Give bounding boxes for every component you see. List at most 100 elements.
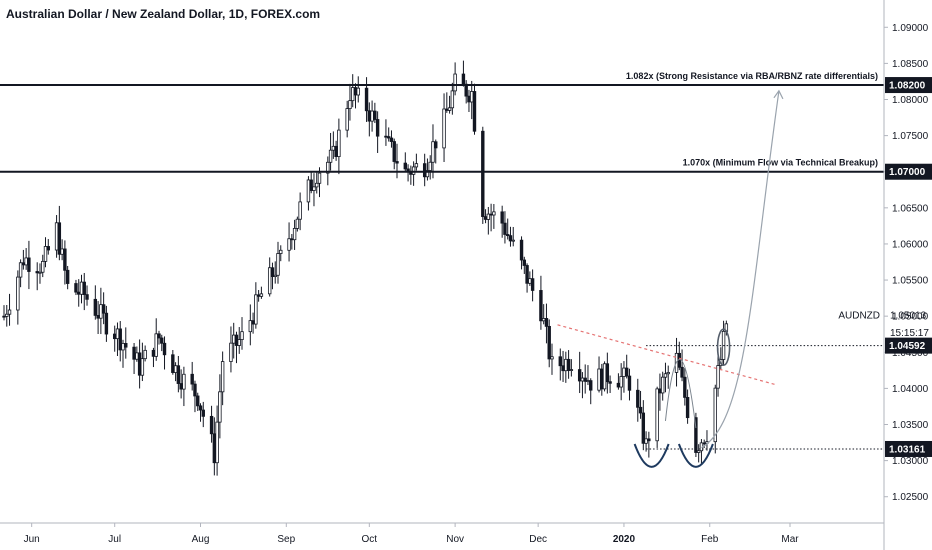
candle-body <box>597 368 601 391</box>
resistance-label: 1.070x (Minimum Flow via Technical Break… <box>683 158 878 168</box>
price-tick-label: 1.05500 <box>892 276 929 287</box>
candle-body <box>713 387 717 443</box>
candle-body <box>171 354 175 373</box>
candle-body <box>229 342 233 362</box>
time-tick-label: Jul <box>108 534 121 545</box>
candle-body <box>561 365 565 372</box>
level-price-tag: 1.03161 <box>889 444 926 455</box>
resistance-price-tag-bg <box>885 163 932 180</box>
candle-body <box>16 276 20 311</box>
candle-body <box>79 281 84 295</box>
time-tick-label: Jun <box>24 534 40 545</box>
time-tick-label: Dec <box>529 534 547 545</box>
candle-body <box>270 267 275 277</box>
candle-body <box>82 281 86 296</box>
candle-body <box>63 248 67 271</box>
candle-body <box>472 91 477 132</box>
candle-body <box>309 179 313 191</box>
candle-body <box>525 265 529 284</box>
time-axis[interactable]: Jun Jul Aug Sep Oct Nov Dec 2020 Feb Mar <box>0 522 884 545</box>
time-tick-label: Sep <box>277 534 295 545</box>
candle-body <box>663 373 668 378</box>
candle-body <box>143 349 147 360</box>
candle-body <box>118 328 122 351</box>
candle-body <box>716 365 720 389</box>
candle-body <box>251 320 255 325</box>
candle-body <box>403 162 408 170</box>
candle-body <box>198 405 203 411</box>
price-tick-label: 1.07500 <box>892 131 929 142</box>
candle-body <box>483 216 488 220</box>
candle-body <box>21 262 26 266</box>
candle-body <box>331 145 336 151</box>
candle-body <box>85 294 89 300</box>
candle-body <box>481 130 485 217</box>
candle-body <box>375 119 380 137</box>
projection-arrow-head <box>773 89 784 100</box>
candle-body <box>279 249 283 254</box>
candle-body <box>422 163 427 178</box>
candle-body <box>18 262 23 278</box>
price-axis[interactable]: 1.09000 1.08500 1.08000 1.07500 1.07000 1.065… <box>838 0 932 550</box>
candle-body <box>5 313 9 317</box>
candle-body <box>212 433 217 464</box>
candle-body <box>577 369 582 382</box>
candle-body <box>605 363 610 383</box>
candle-body <box>694 417 698 453</box>
candle-body <box>638 406 643 414</box>
candle-body <box>450 90 455 109</box>
candle-body <box>215 421 219 464</box>
candle-body <box>428 161 432 171</box>
descending-trendline <box>557 324 777 386</box>
candle-body <box>162 342 167 356</box>
candle-body <box>586 380 590 383</box>
candle-body <box>389 137 394 142</box>
candle-body <box>680 366 684 378</box>
candle-body <box>541 318 546 322</box>
candle-body <box>602 363 607 390</box>
candle-body <box>54 222 59 251</box>
candle-body <box>328 149 333 163</box>
candle-body <box>121 343 125 351</box>
candle-body <box>154 333 158 357</box>
candle-body <box>702 442 706 445</box>
candle-body <box>580 377 585 382</box>
candle-body <box>696 450 701 453</box>
price-tick-label: 1.03500 <box>892 420 929 431</box>
candle-body <box>306 179 311 203</box>
candle-body <box>425 170 430 178</box>
candle-body <box>431 141 435 163</box>
candle-body <box>290 238 294 241</box>
level-price-tag-bg <box>885 337 932 354</box>
candle-body <box>470 91 474 103</box>
candle-body <box>641 412 646 444</box>
price-tick-label: 1.08000 <box>892 95 929 106</box>
current-price-label: 1.05013 <box>890 311 927 322</box>
candle-body <box>57 222 62 255</box>
candle-body <box>27 257 31 272</box>
candle-body <box>489 213 493 216</box>
candle-body <box>74 283 78 293</box>
candle-body <box>547 325 551 360</box>
candle-body <box>627 375 632 391</box>
candle-body <box>447 107 452 111</box>
candle-body <box>685 396 690 419</box>
candle-body <box>160 337 164 344</box>
candle-body <box>503 222 507 235</box>
candle-body <box>622 367 626 377</box>
candle-body <box>38 271 42 274</box>
candle-body <box>137 352 142 376</box>
candle-body <box>334 145 338 158</box>
candle-body <box>132 346 136 360</box>
candle-body <box>256 294 261 297</box>
candle-body <box>442 108 446 149</box>
candle-body <box>351 87 355 102</box>
projection-arrow <box>701 90 780 449</box>
candle-body <box>292 228 297 241</box>
candle-body <box>276 253 280 276</box>
candle-body <box>24 257 28 266</box>
price-tick-label: 1.06500 <box>892 203 929 214</box>
candle-body <box>445 108 449 111</box>
candle-body <box>492 211 496 216</box>
